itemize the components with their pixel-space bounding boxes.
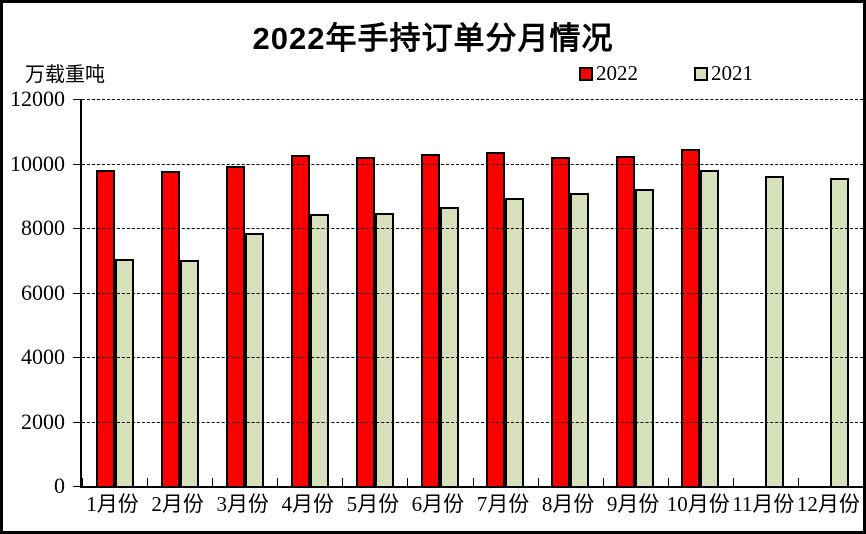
gridline bbox=[82, 99, 863, 100]
x-axis-label-8月份: 8月份 bbox=[541, 492, 595, 516]
y-axis-tick bbox=[73, 228, 80, 229]
legend: 2022 2021 bbox=[579, 63, 753, 84]
bar-2021-3月份 bbox=[244, 233, 264, 486]
legend-label-2021: 2021 bbox=[711, 61, 753, 85]
plot-area bbox=[80, 99, 864, 488]
x-axis-tick bbox=[342, 478, 344, 486]
bar-2022-3月份 bbox=[225, 166, 245, 486]
bar-2021-10月份 bbox=[700, 170, 720, 486]
x-axis-label-3月份: 3月份 bbox=[216, 492, 269, 516]
x-axis-tick bbox=[667, 478, 669, 486]
y-axis-tick-label: 4000 bbox=[21, 344, 65, 369]
legend-item-2021: 2021 bbox=[694, 63, 753, 84]
bar-2021-5月份 bbox=[374, 213, 394, 486]
y-axis-tick bbox=[73, 99, 80, 100]
legend-swatch-2022-icon bbox=[579, 66, 593, 81]
x-axis-label-2月份: 2月份 bbox=[151, 492, 204, 516]
bar-group-12月份 bbox=[798, 99, 863, 486]
bar-group-8月份 bbox=[538, 99, 603, 486]
x-axis-tick bbox=[147, 478, 149, 486]
bar-2022-1月份 bbox=[95, 170, 115, 486]
bar-group-2月份 bbox=[147, 99, 212, 486]
x-axis-tick bbox=[472, 478, 474, 486]
gridline bbox=[82, 228, 863, 229]
bar-2022-6月份 bbox=[420, 154, 440, 486]
gridline bbox=[82, 357, 863, 358]
x-axis-label-1月份: 1月份 bbox=[86, 492, 139, 516]
bar-2021-11月份 bbox=[765, 176, 785, 486]
bar-2021-9月份 bbox=[635, 189, 655, 486]
y-axis-tick-label: 2000 bbox=[21, 408, 65, 434]
x-axis-label-7月份: 7月份 bbox=[476, 492, 530, 516]
bar-group-5月份 bbox=[342, 99, 407, 486]
x-axis-label-10月份: 10月份 bbox=[666, 492, 730, 516]
y-axis-tick-label: 0 bbox=[54, 473, 65, 498]
y-axis-tick-label: 10000 bbox=[10, 150, 65, 176]
bar-group-4月份 bbox=[277, 99, 342, 486]
gridline bbox=[82, 421, 863, 423]
gridline bbox=[82, 163, 863, 165]
y-axis-tick bbox=[73, 163, 80, 165]
bar-2022-7月份 bbox=[486, 152, 505, 486]
legend-swatch-2021-icon bbox=[694, 66, 708, 81]
x-axis-tick bbox=[212, 478, 214, 486]
bar-2021-1月份 bbox=[114, 259, 134, 486]
x-axis-tick bbox=[797, 478, 799, 486]
y-axis-unit-label: 万载重吨 bbox=[25, 64, 105, 86]
bar-2022-5月份 bbox=[355, 157, 375, 486]
bar-2021-7月份 bbox=[505, 198, 524, 486]
bar-2022-4月份 bbox=[290, 155, 310, 486]
y-axis-tick bbox=[73, 421, 80, 423]
x-axis-labels: 1月份 2月份 3月份 4月份 5月份 6月份 7月份 8月份 9月份 10月份 11月份 12月份 bbox=[80, 492, 861, 516]
bar-group-6月份 bbox=[407, 99, 472, 486]
gridline bbox=[82, 292, 863, 294]
bar-2021-2月份 bbox=[179, 260, 199, 486]
x-axis-tick bbox=[277, 478, 279, 486]
y-axis-tick bbox=[73, 357, 80, 358]
bar-2022-8月份 bbox=[551, 157, 571, 486]
bar-group-10月份 bbox=[668, 99, 733, 486]
x-axis-tick bbox=[602, 478, 604, 486]
x-axis-tick bbox=[863, 478, 864, 486]
x-axis-tick bbox=[407, 478, 409, 486]
bar-group-9月份 bbox=[603, 99, 668, 486]
x-axis-label-11月份: 11月份 bbox=[732, 492, 795, 516]
y-axis-tick-label: 12000 bbox=[10, 86, 65, 111]
bar-groups bbox=[82, 99, 863, 486]
x-axis-label-4月份: 4月份 bbox=[281, 492, 335, 516]
bar-group-11月份 bbox=[733, 99, 798, 486]
y-axis-tick-label: 6000 bbox=[21, 279, 65, 305]
x-axis-tick bbox=[82, 478, 83, 486]
legend-label-2022: 2022 bbox=[596, 61, 638, 85]
y-axis-tick-label: 8000 bbox=[21, 215, 65, 240]
chart-title: 2022年手持订单分月情况 bbox=[252, 21, 614, 56]
x-axis-label-6月份: 6月份 bbox=[411, 492, 465, 516]
bar-group-3月份 bbox=[212, 99, 277, 486]
bar-2021-4月份 bbox=[309, 214, 329, 486]
bar-group-7月份 bbox=[472, 99, 537, 486]
bar-2022-9月份 bbox=[616, 156, 636, 486]
y-axis-tick bbox=[73, 292, 80, 294]
legend-item-2022: 2022 bbox=[579, 63, 638, 84]
x-axis-label-12月份: 12月份 bbox=[796, 492, 860, 516]
bar-2022-10月份 bbox=[681, 149, 701, 486]
bar-2021-12月份 bbox=[830, 178, 850, 486]
x-axis-label-9月份: 9月份 bbox=[606, 492, 660, 516]
bar-2021-8月份 bbox=[570, 193, 590, 486]
x-axis-tick bbox=[732, 478, 734, 486]
x-axis-tick bbox=[537, 478, 539, 486]
y-axis-tick bbox=[73, 486, 80, 487]
bar-group-1月份 bbox=[82, 99, 147, 486]
x-axis-label-5月份: 5月份 bbox=[346, 492, 400, 516]
bar-2022-2月份 bbox=[160, 171, 180, 486]
bar-2021-6月份 bbox=[439, 207, 459, 486]
